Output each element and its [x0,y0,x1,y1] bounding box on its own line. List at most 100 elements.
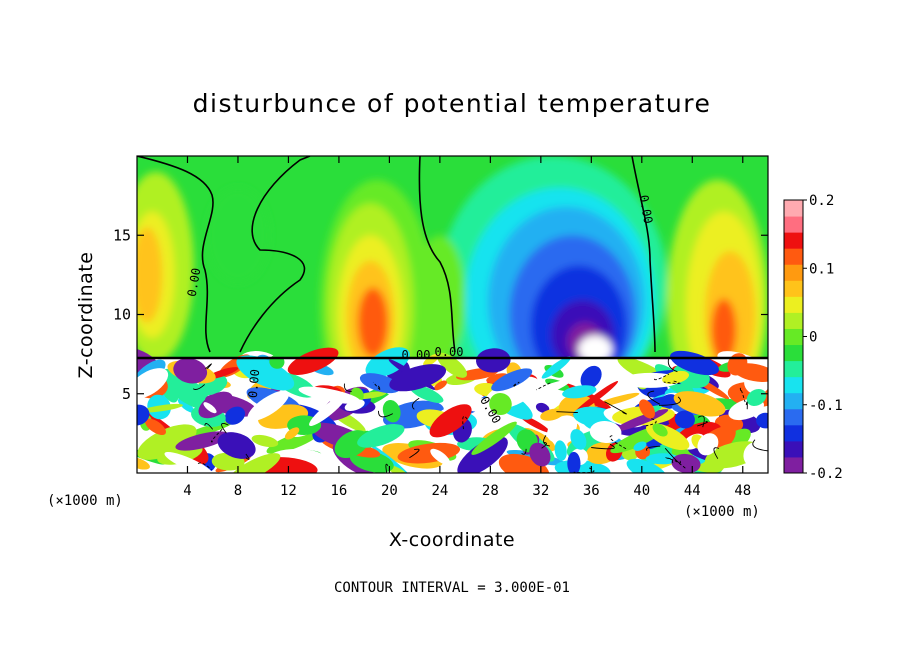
turbulence-contour [654,373,670,381]
turbulence-contour [245,453,250,460]
turbulence-patch [674,410,695,429]
turbulence-contour [521,448,527,455]
turbulence-contour [541,442,547,449]
field-blob [137,227,163,323]
field-blob [578,335,613,364]
colorbar-swatch [784,296,803,313]
turbulence-patch [671,453,701,473]
turbulence-patch [164,452,213,473]
colorbar-swatch [784,312,803,329]
turbulence-patch [247,390,290,421]
y-axis-label: Z-coordinate [75,252,97,379]
turbulence-contour [745,401,748,410]
colorbar-swatch [784,264,803,281]
contour-label: 0.00 [435,345,464,359]
turbulence-patch [589,421,622,443]
x-tick-label: 20 [381,483,398,499]
turbulence-patch [224,406,246,425]
turbulence-patch [145,418,166,436]
x-tick-label: 32 [532,483,549,499]
turbulence-contour [604,401,627,415]
zero-contour [137,156,214,353]
zero-contour [239,156,311,353]
turbulence-contour [752,439,768,452]
turbulence-patch [491,368,533,392]
x-tick-label: 12 [280,483,297,499]
turbulence-patch [140,403,183,413]
turbulence-patch [626,458,668,473]
turbulence-patch [471,421,517,455]
colorbar-label: -0.2 [809,466,843,482]
x-axis-label: X-coordinate [389,529,515,551]
turbulence-contour [378,410,394,418]
turbulence-patch [231,378,254,389]
colorbar-label: 0 [809,330,817,346]
lower-layer-field [137,347,768,473]
colorbar-swatch [784,392,803,410]
turbulence-patch [228,453,281,473]
turbulence-patch [284,427,300,440]
turbulence-contour [739,387,746,403]
turbulence-patch [175,431,229,451]
turbulence-contour [543,435,550,447]
turbulence-contour [372,381,381,391]
turbulence-contour [646,445,661,451]
turbulence-patch [382,400,401,423]
turbulence-patch [198,391,233,419]
turbulence-contour [205,363,212,370]
turbulence-patch [652,423,668,437]
turbulence-patch [266,429,321,454]
turbulence-contour [697,415,705,428]
turbulence-patch [733,363,768,382]
y-tick-label: 10 [113,306,131,324]
turbulence-patch [137,424,197,460]
turbulence-contour [556,411,578,414]
turbulence-patch [173,358,208,384]
turbulence-contour [663,380,680,384]
turbulence-contour [385,463,389,473]
turbulence-contour [697,420,708,427]
y-tick-label: 15 [113,226,131,244]
contour-label: 0.00 [246,369,262,399]
turbulence-patch [429,404,472,438]
turbulence-patch [535,402,550,413]
turbulence-contour [647,390,661,405]
field-blob [357,287,389,358]
turbulence-patch [567,451,581,473]
turbulence-patch [430,448,450,465]
colorbar-swatch [784,232,803,249]
colorbar-swatch [784,440,803,458]
turbulence-patch [357,424,405,448]
turbulence-patch [541,356,571,379]
turbulence-patch [476,348,511,373]
turbulence-contour [204,423,214,430]
turbulence-patch [697,433,719,456]
colorbar-swatch [784,424,803,442]
turbulence-contour [672,459,686,469]
zero-contours [137,156,656,353]
turbulence-patch [177,398,195,413]
turbulence-patch [287,347,339,376]
turbulence-contour [409,448,420,459]
turbulence-patch [562,385,597,399]
turbulence-contour [197,462,212,470]
turbulence-patch [203,402,217,414]
turbulence-patch [743,442,765,468]
field-blob [711,298,737,363]
turbulence-patch [359,373,401,394]
x-tick-label: 48 [734,483,751,499]
turbulence-patch [570,429,587,450]
turbulence-patch [433,380,448,391]
turbulence-contour [658,396,681,406]
turbulence-patch [251,434,279,448]
contour-label: 0.00 [185,267,204,298]
colorbar: 0.2 0.1 0 -0.1 -0.2 [783,193,843,482]
turbulence-contour [192,384,206,390]
x-tick-label: 8 [234,483,242,499]
colorbar-swatch [784,280,803,297]
turbulence-contour [343,383,352,392]
x-tick-label: 36 [583,483,600,499]
contour-label: 0.00 [402,348,431,362]
colorbar-swatch [784,248,803,265]
